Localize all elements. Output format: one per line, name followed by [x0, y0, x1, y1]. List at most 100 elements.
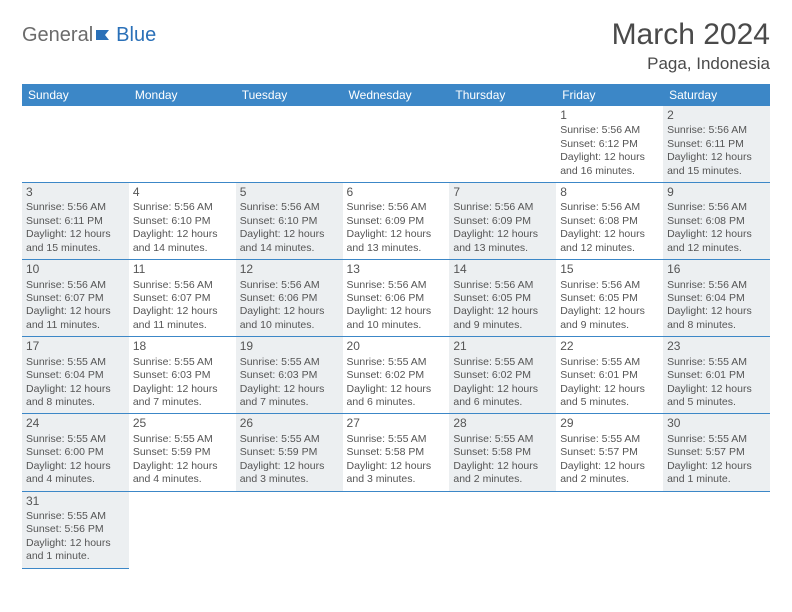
calendar-cell: 9Sunrise: 5:56 AMSunset: 6:08 PMDaylight… — [663, 183, 770, 260]
day-info: Sunrise: 5:56 AMSunset: 6:11 PMDaylight:… — [26, 201, 125, 255]
day-number: 22 — [560, 339, 659, 354]
day-info: Sunrise: 5:55 AMSunset: 5:59 PMDaylight:… — [133, 433, 232, 487]
calendar-cell: 24 Sunrise: 5:55 AMSunset: 6:00 PMDayligh… — [22, 414, 129, 491]
day-info: Sunrise: 5:55 AMSunset: 5:58 PMDaylight:… — [453, 433, 552, 487]
header: GeneralBlue March 2024 Paga, Indonesia — [22, 18, 770, 74]
table-row: 31Sunrise: 5:55 AMSunset: 5:56 PMDayligh… — [22, 491, 770, 568]
calendar-cell — [556, 491, 663, 568]
location-label: Paga, Indonesia — [612, 54, 770, 74]
calendar-cell: 30 Sunrise: 5:55 AMSunset: 5:57 PMDayligh… — [663, 414, 770, 491]
calendar-cell: 22 Sunrise: 5:55 AMSunset: 6:01 PMDayligh… — [556, 337, 663, 414]
calendar-cell: 19Sunrise: 5:55 AMSunset: 6:03 PMDayligh… — [236, 337, 343, 414]
table-row: 24 Sunrise: 5:55 AMSunset: 6:00 PMDayligh… — [22, 414, 770, 491]
day-number: 8 — [560, 185, 659, 200]
calendar-cell: 21 Sunrise: 5:55 AMSunset: 6:02 PMDayligh… — [449, 337, 556, 414]
day-number: 15 — [560, 262, 659, 277]
day-number: 17 — [26, 339, 125, 354]
weekday-header: Monday — [129, 84, 236, 106]
day-info: Sunrise: 5:55 AMSunset: 6:04 PMDaylight:… — [26, 356, 125, 410]
day-number: 21 — [453, 339, 552, 354]
calendar-cell: 13 Sunrise: 5:56 AMSunset: 6:06 PMDayligh… — [343, 260, 450, 337]
day-number: 26 — [240, 416, 339, 431]
calendar-cell — [22, 106, 129, 183]
calendar-cell: 15 Sunrise: 5:56 AMSunset: 6:05 PMDayligh… — [556, 260, 663, 337]
calendar-cell: 2Sunrise: 5:56 AMSunset: 6:11 PMDaylight… — [663, 106, 770, 183]
calendar-cell — [236, 491, 343, 568]
day-info: Sunrise: 5:56 AMSunset: 6:09 PMDaylight:… — [453, 201, 552, 255]
day-number: 30 — [667, 416, 766, 431]
calendar-cell — [343, 106, 450, 183]
day-number: 13 — [347, 262, 446, 277]
day-info: Sunrise: 5:56 AMSunset: 6:10 PMDaylight:… — [240, 201, 339, 255]
calendar-cell: 16Sunrise: 5:56 AMSunset: 6:04 PMDayligh… — [663, 260, 770, 337]
day-info: Sunrise: 5:56 AMSunset: 6:12 PMDaylight:… — [560, 124, 659, 178]
calendar-cell: 29Sunrise: 5:55 AMSunset: 5:57 PMDayligh… — [556, 414, 663, 491]
day-number: 4 — [133, 185, 232, 200]
calendar-cell: 26 Sunrise: 5:55 AMSunset: 5:59 PMDayligh… — [236, 414, 343, 491]
day-info: Sunrise: 5:55 AMSunset: 6:00 PMDaylight:… — [26, 433, 125, 487]
day-info: Sunrise: 5:55 AMSunset: 6:03 PMDaylight:… — [240, 356, 339, 410]
day-info: Sunrise: 5:56 AMSunset: 6:08 PMDaylight:… — [560, 201, 659, 255]
day-number: 3 — [26, 185, 125, 200]
day-number: 28 — [453, 416, 552, 431]
calendar-cell — [129, 106, 236, 183]
day-info: Sunrise: 5:55 AMSunset: 6:01 PMDaylight:… — [560, 356, 659, 410]
calendar-cell: 18 Sunrise: 5:55 AMSunset: 6:03 PMDayligh… — [129, 337, 236, 414]
day-number: 5 — [240, 185, 339, 200]
day-info: Sunrise: 5:56 AMSunset: 6:05 PMDaylight:… — [453, 279, 552, 333]
weekday-header: Friday — [556, 84, 663, 106]
calendar-cell: 6Sunrise: 5:56 AMSunset: 6:09 PMDaylight… — [343, 183, 450, 260]
day-info: Sunrise: 5:56 AMSunset: 6:11 PMDaylight:… — [667, 124, 766, 178]
day-info: Sunrise: 5:55 AMSunset: 5:57 PMDaylight:… — [667, 433, 766, 487]
calendar-cell — [129, 491, 236, 568]
calendar-cell: 25Sunrise: 5:55 AMSunset: 5:59 PMDayligh… — [129, 414, 236, 491]
day-info: Sunrise: 5:56 AMSunset: 6:10 PMDaylight:… — [133, 201, 232, 255]
day-number: 2 — [667, 108, 766, 123]
calendar-header-row: SundayMondayTuesdayWednesdayThursdayFrid… — [22, 84, 770, 106]
day-number: 24 — [26, 416, 125, 431]
day-info: Sunrise: 5:56 AMSunset: 6:07 PMDaylight:… — [133, 279, 232, 333]
day-number: 18 — [133, 339, 232, 354]
day-info: Sunrise: 5:55 AMSunset: 6:03 PMDaylight:… — [133, 356, 232, 410]
title-block: March 2024 Paga, Indonesia — [612, 18, 770, 74]
day-number: 14 — [453, 262, 552, 277]
day-info: Sunrise: 5:56 AMSunset: 6:05 PMDaylight:… — [560, 279, 659, 333]
calendar-cell: 28 Sunrise: 5:55 AMSunset: 5:58 PMDayligh… — [449, 414, 556, 491]
table-row: 1Sunrise: 5:56 AMSunset: 6:12 PMDaylight… — [22, 106, 770, 183]
brand-part2: Blue — [116, 24, 156, 47]
day-number: 31 — [26, 494, 125, 509]
day-info: Sunrise: 5:55 AMSunset: 6:02 PMDaylight:… — [453, 356, 552, 410]
day-info: Sunrise: 5:55 AMSunset: 5:56 PMDaylight:… — [26, 510, 125, 564]
weekday-header: Sunday — [22, 84, 129, 106]
calendar-cell: 7Sunrise: 5:56 AMSunset: 6:09 PMDaylight… — [449, 183, 556, 260]
calendar-cell: 14 Sunrise: 5:56 AMSunset: 6:05 PMDayligh… — [449, 260, 556, 337]
day-number: 16 — [667, 262, 766, 277]
calendar-cell: 11Sunrise: 5:56 AMSunset: 6:07 PMDayligh… — [129, 260, 236, 337]
day-info: Sunrise: 5:56 AMSunset: 6:06 PMDaylight:… — [240, 279, 339, 333]
calendar-cell — [449, 106, 556, 183]
table-row: 10 Sunrise: 5:56 AMSunset: 6:07 PMDayligh… — [22, 260, 770, 337]
page-title: March 2024 — [612, 18, 770, 52]
day-info: Sunrise: 5:55 AMSunset: 5:58 PMDaylight:… — [347, 433, 446, 487]
day-info: Sunrise: 5:56 AMSunset: 6:06 PMDaylight:… — [347, 279, 446, 333]
day-number: 27 — [347, 416, 446, 431]
day-number: 20 — [347, 339, 446, 354]
calendar-cell: 20Sunrise: 5:55 AMSunset: 6:02 PMDayligh… — [343, 337, 450, 414]
day-number: 1 — [560, 108, 659, 123]
weekday-header: Wednesday — [343, 84, 450, 106]
table-row: 3Sunrise: 5:56 AMSunset: 6:11 PMDaylight… — [22, 183, 770, 260]
day-number: 6 — [347, 185, 446, 200]
day-number: 10 — [26, 262, 125, 277]
calendar-cell — [663, 491, 770, 568]
calendar-cell — [343, 491, 450, 568]
day-info: Sunrise: 5:56 AMSunset: 6:07 PMDaylight:… — [26, 279, 125, 333]
day-number: 9 — [667, 185, 766, 200]
calendar-table: SundayMondayTuesdayWednesdayThursdayFrid… — [22, 84, 770, 569]
day-number: 23 — [667, 339, 766, 354]
calendar-cell: 3Sunrise: 5:56 AMSunset: 6:11 PMDaylight… — [22, 183, 129, 260]
day-info: Sunrise: 5:55 AMSunset: 5:59 PMDaylight:… — [240, 433, 339, 487]
brand-logo: GeneralBlue — [22, 18, 156, 47]
calendar-cell: 8Sunrise: 5:56 AMSunset: 6:08 PMDaylight… — [556, 183, 663, 260]
day-info: Sunrise: 5:55 AMSunset: 5:57 PMDaylight:… — [560, 433, 659, 487]
calendar-cell: 31Sunrise: 5:55 AMSunset: 5:56 PMDayligh… — [22, 491, 129, 568]
